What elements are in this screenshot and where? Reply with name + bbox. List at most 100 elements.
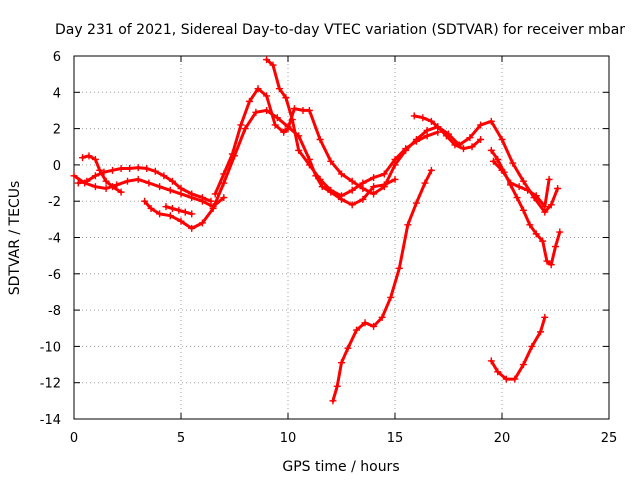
series-line xyxy=(76,166,213,203)
series-8 xyxy=(410,112,485,153)
data-point xyxy=(168,177,176,185)
data-point xyxy=(513,194,521,202)
data-point xyxy=(134,175,142,183)
data-point xyxy=(156,183,164,191)
data-point xyxy=(547,261,555,269)
data-point xyxy=(378,313,386,321)
data-point xyxy=(79,154,87,162)
data-point xyxy=(299,106,307,114)
data-point xyxy=(524,186,532,194)
x-tick-labels: 0 5 10 15 20 25 xyxy=(70,431,617,446)
data-point xyxy=(338,359,345,367)
data-point xyxy=(466,134,474,142)
chart-title: Day 231 of 2021, Sidereal Day-to-day VTE… xyxy=(55,22,625,38)
data-point xyxy=(151,167,159,175)
x-tick-label: 10 xyxy=(280,431,297,446)
data-point xyxy=(85,152,93,160)
y-tick-label: 6 xyxy=(53,50,61,65)
data-point xyxy=(74,179,82,187)
data-point xyxy=(348,177,356,185)
data-point xyxy=(333,382,341,390)
data-point xyxy=(316,135,324,143)
data-point xyxy=(102,184,110,192)
data-point xyxy=(489,157,497,165)
series-line xyxy=(489,315,547,381)
data-point xyxy=(280,128,288,136)
data-point xyxy=(143,165,151,173)
series-2 xyxy=(74,164,215,205)
data-point xyxy=(228,150,236,158)
data-point xyxy=(395,264,403,272)
data-point xyxy=(494,368,502,376)
data-point xyxy=(421,179,429,187)
data-point xyxy=(423,132,431,140)
data-point xyxy=(532,230,540,238)
data-point xyxy=(539,237,547,245)
data-point xyxy=(494,155,502,163)
data-point xyxy=(181,208,189,216)
data-point xyxy=(541,313,549,321)
data-point xyxy=(83,177,91,185)
data-point xyxy=(156,210,164,218)
data-point xyxy=(477,135,485,143)
data-point xyxy=(543,257,551,265)
data-point xyxy=(519,361,527,369)
data-point xyxy=(188,224,196,232)
data-point xyxy=(404,221,412,229)
data-point xyxy=(528,342,536,350)
data-point xyxy=(338,170,345,178)
data-point xyxy=(209,204,217,212)
data-point xyxy=(359,179,367,187)
data-point xyxy=(290,105,298,113)
data-point xyxy=(370,190,378,198)
data-point xyxy=(284,125,292,133)
data-point xyxy=(147,204,155,212)
data-point xyxy=(519,206,527,214)
data-point xyxy=(316,175,324,183)
data-point xyxy=(188,210,196,218)
data-point xyxy=(348,201,356,209)
series-10 xyxy=(489,157,553,211)
data-point xyxy=(117,188,125,196)
data-point xyxy=(402,145,410,153)
data-point xyxy=(160,172,168,180)
data-point xyxy=(427,166,435,174)
data-point xyxy=(237,121,245,129)
data-point xyxy=(166,212,174,220)
data-point xyxy=(370,174,378,182)
data-point xyxy=(526,221,534,229)
y-tick-labels: -14 -12 -10 -8 -6 -4 -2 0 2 4 6 xyxy=(40,50,61,428)
data-point xyxy=(175,206,183,214)
data-point xyxy=(241,125,249,133)
x-tick-label: 15 xyxy=(387,431,404,446)
data-point xyxy=(109,166,117,174)
data-point xyxy=(271,121,279,129)
y-tick-label: -4 xyxy=(48,232,61,247)
data-point xyxy=(254,85,262,93)
series-1 xyxy=(70,172,228,211)
data-point xyxy=(442,132,450,140)
data-point xyxy=(211,190,219,198)
x-tick-label: 5 xyxy=(177,431,185,446)
data-point xyxy=(556,228,564,236)
x-tick-label: 0 xyxy=(70,431,78,446)
y-tick-label: -8 xyxy=(48,304,61,319)
series-5 xyxy=(162,203,196,218)
data-point xyxy=(141,197,149,205)
series-11 xyxy=(329,166,435,405)
data-point xyxy=(487,357,495,365)
y-tick-label: -14 xyxy=(40,413,61,428)
data-point xyxy=(532,192,540,200)
data-point xyxy=(552,243,559,251)
x-tick-label: 20 xyxy=(494,431,511,446)
data-point xyxy=(295,146,303,154)
data-point xyxy=(273,114,281,122)
data-point xyxy=(537,328,545,336)
data-point xyxy=(380,170,388,178)
axis-ticks xyxy=(73,55,610,420)
data-point xyxy=(348,186,356,194)
data-point xyxy=(391,175,399,183)
data-point xyxy=(507,179,515,187)
data-point xyxy=(468,143,476,151)
